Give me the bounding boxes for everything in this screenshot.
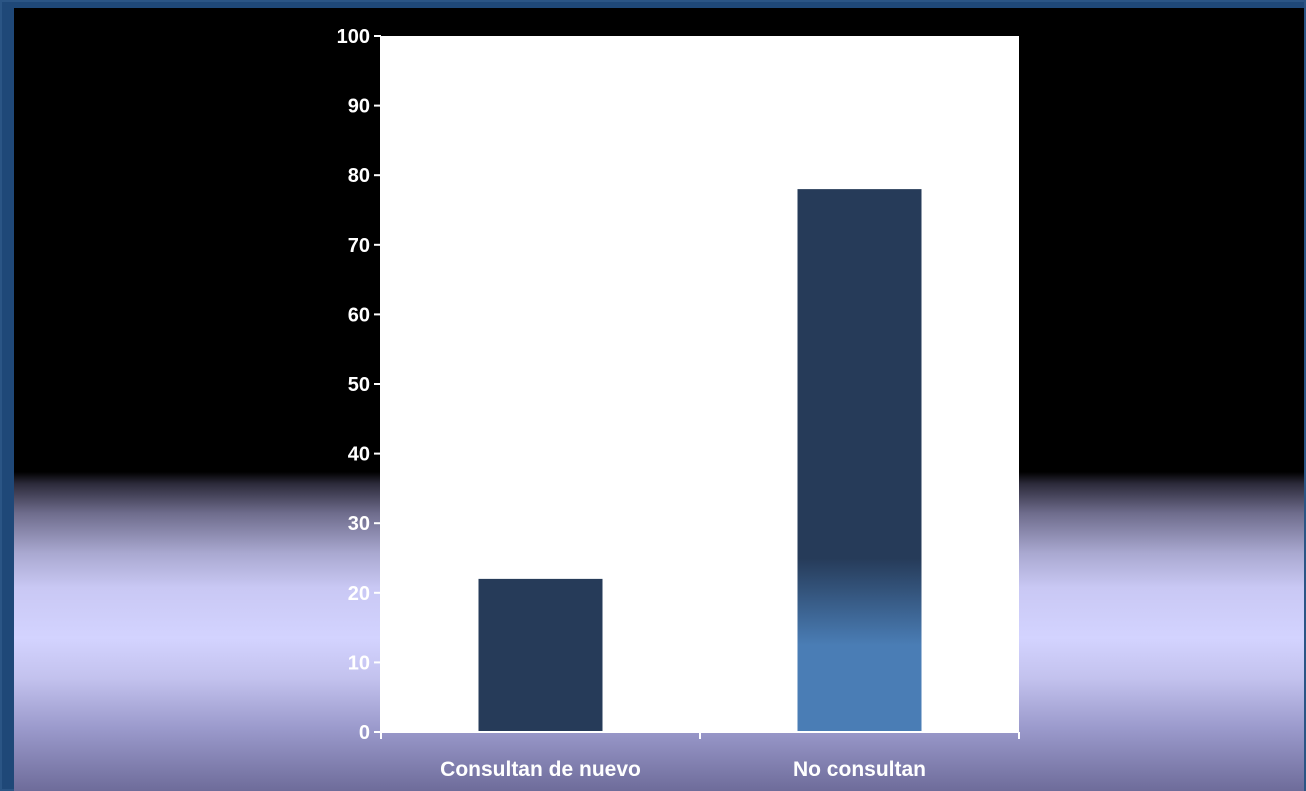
y-tick-label: 90 (348, 96, 370, 118)
x-category-label: No consultan (793, 758, 926, 781)
y-tick-label: 50 (348, 374, 370, 396)
plot-area (381, 36, 1019, 732)
y-tick-label: 70 (348, 235, 370, 257)
y-tick-label: 40 (348, 444, 370, 466)
bar-1 (797, 189, 922, 732)
x-category-label: Consultan de nuevo (440, 758, 641, 781)
y-tick-label: 100 (337, 26, 370, 48)
labels-layer: 0 10 20 30 40 50 60 70 80 90 100 Consultan de nuevo… (337, 26, 926, 781)
y-tick-label: 20 (348, 583, 370, 605)
bar-0 (478, 578, 603, 732)
y-tick-label: 60 (348, 304, 370, 326)
y-tick-label: 30 (348, 513, 370, 535)
bars-layer (478, 189, 922, 732)
y-tick-label: 0 (359, 722, 370, 744)
y-tick-label: 80 (348, 165, 370, 187)
y-tick-label: 10 (348, 652, 370, 674)
axes-layer (374, 35, 1020, 739)
